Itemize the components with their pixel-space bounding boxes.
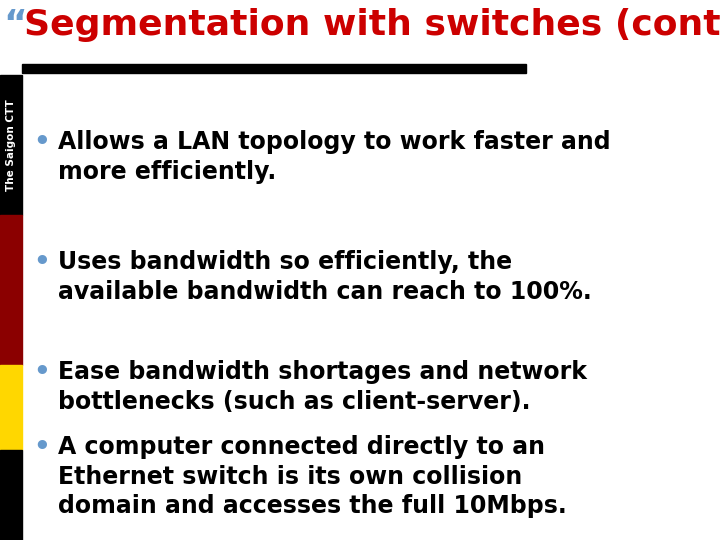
Bar	[0, 450, 22, 540]
Text: •: •	[34, 360, 50, 386]
Text: •: •	[34, 250, 50, 276]
Text: The Saigon CTT: The Saigon CTT	[6, 99, 16, 191]
Bar	[0, 75, 22, 215]
Bar	[0, 215, 22, 365]
Text: “: “	[3, 8, 27, 42]
Text: Allows a LAN topology to work faster and
more efficiently.: Allows a LAN topology to work faster and…	[58, 130, 611, 184]
Text: A computer connected directly to an
Ethernet switch is its own collision
domain : A computer connected directly to an Ethe…	[58, 435, 567, 518]
Text: Ease bandwidth shortages and network
bottlenecks (such as client-server).: Ease bandwidth shortages and network bot…	[58, 360, 587, 414]
Text: •: •	[34, 435, 50, 461]
Bar	[0, 365, 22, 450]
Text: Uses bandwidth so efficiently, the
available bandwidth can reach to 100%.: Uses bandwidth so efficiently, the avail…	[58, 250, 592, 303]
Bar	[22, 64, 526, 73]
Text: Segmentation with switches (cont.): Segmentation with switches (cont.)	[24, 8, 720, 42]
Text: •: •	[34, 130, 50, 156]
